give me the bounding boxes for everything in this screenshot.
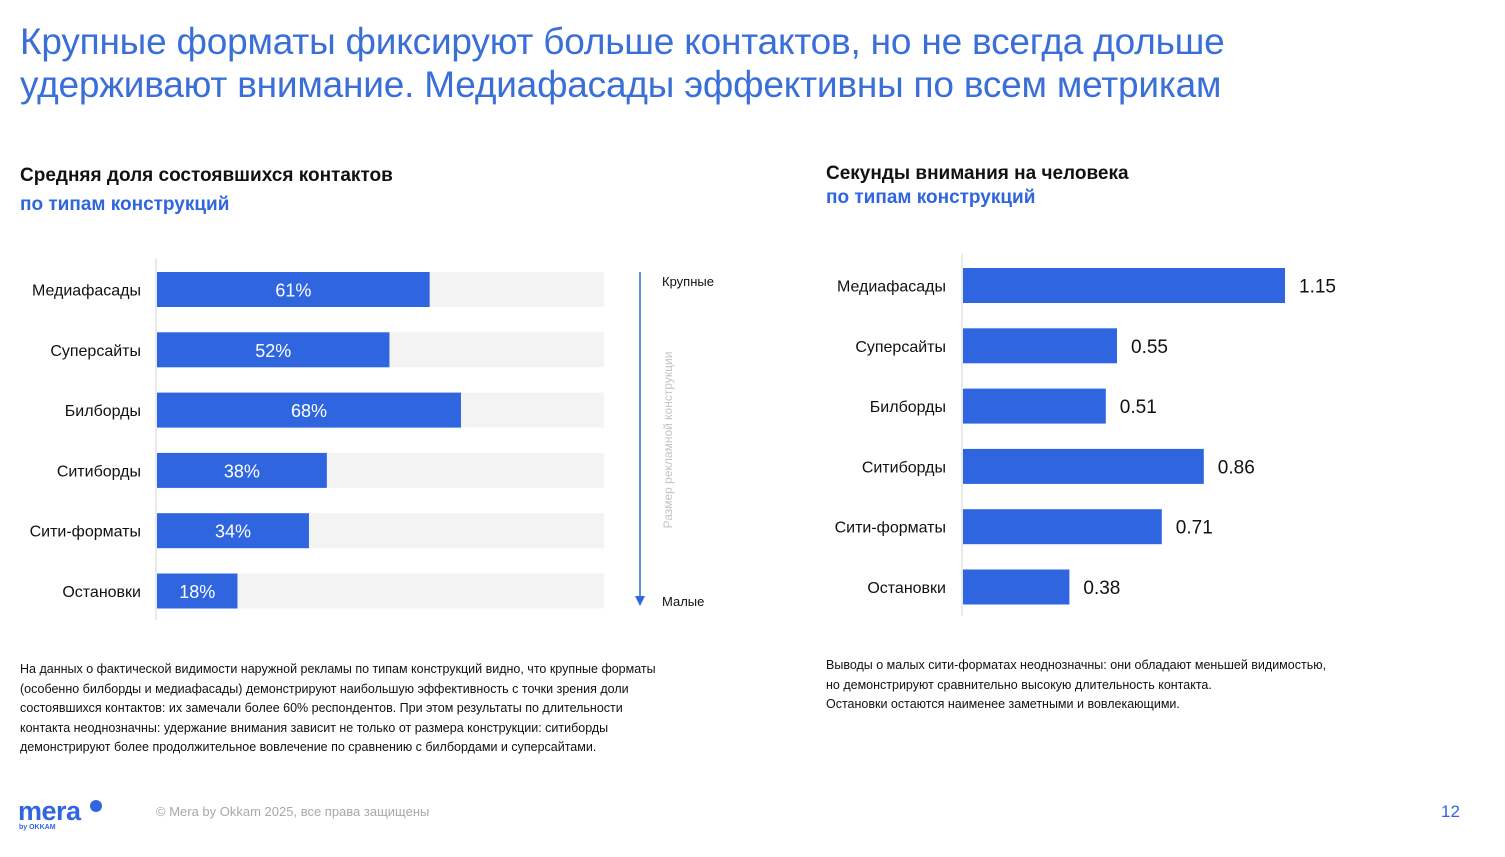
size-axis-vertical-label: Размер рекламной конструкции bbox=[661, 351, 675, 529]
chart-1-title: Средняя доля состоявшихся контактов bbox=[20, 165, 393, 186]
page-number: 12 bbox=[1441, 802, 1460, 821]
chart-2-bar bbox=[963, 569, 1070, 605]
right-note: Выводы о малых сити-форматах неоднозначн… bbox=[826, 656, 1326, 715]
chart-1-category-label: Остановки bbox=[62, 584, 141, 601]
left-note-line: состоявшихся контактов: их замечали боле… bbox=[20, 701, 623, 715]
chart-2-bar bbox=[963, 509, 1162, 545]
left-note-line: (особенно билборды и медиафасады) демонс… bbox=[20, 681, 629, 696]
chart-2-value-label: 0.71 bbox=[1176, 518, 1213, 539]
copyright: © Mera by Okkam 2025, все права защищены bbox=[156, 804, 430, 819]
chart-1-bar bbox=[157, 332, 390, 368]
chart-1-category-label: Ситиборды bbox=[57, 463, 141, 480]
chart-1-bar bbox=[157, 392, 461, 428]
left-note-line: На данных о фактической видимости наружн… bbox=[20, 662, 656, 676]
slide-title-line-2: удерживают внимание. Медиафасады эффекти… bbox=[20, 64, 1222, 105]
chart-1-value-label: 38% bbox=[224, 461, 260, 481]
chart-2-bar bbox=[963, 388, 1106, 424]
right-note-line: Выводы о малых сити-форматах неоднозначн… bbox=[826, 658, 1327, 672]
left-note: На данных о фактической видимости наружн… bbox=[20, 660, 656, 758]
size-axis-top-label: Крупные bbox=[662, 274, 714, 289]
chart-2-bar bbox=[963, 448, 1204, 484]
chart-2-category-label: Билборды bbox=[870, 399, 946, 416]
chart-1-value-label: 18% bbox=[179, 582, 215, 602]
chart-1-category-label: Суперсайты bbox=[50, 343, 141, 360]
size-arrow-head-icon bbox=[635, 596, 645, 606]
chart-1-bar bbox=[157, 452, 327, 488]
left-note-line: демонстрируют более продолжительное вовл… bbox=[20, 740, 597, 754]
size-axis-bottom-label: Малые bbox=[662, 594, 705, 609]
chart-2-bar bbox=[963, 328, 1117, 364]
chart-1-category-label: Медиафасады bbox=[32, 283, 141, 300]
chart-1-subtitle: по типам конструкций bbox=[20, 194, 230, 215]
chart-1-bar bbox=[157, 573, 238, 609]
chart-1-value-label: 34% bbox=[215, 522, 251, 542]
logo-dot-icon bbox=[90, 800, 102, 812]
chart-1-value-label: 61% bbox=[275, 281, 311, 301]
chart-1-category-label: Билборды bbox=[65, 403, 141, 420]
chart-1-value-label: 68% bbox=[291, 401, 327, 421]
right-note-line: Остановки остаются наименее заметными и … bbox=[826, 697, 1180, 711]
chart-2-value-label: 0.51 bbox=[1120, 397, 1157, 418]
chart-2-category-label: Сити-форматы bbox=[835, 520, 946, 537]
chart-2-category-label: Остановки bbox=[867, 580, 946, 597]
chart-2-category-label: Ситиборды bbox=[862, 459, 946, 476]
logo-subtitle: by OKKAM bbox=[19, 824, 56, 831]
chart-1-bar bbox=[157, 272, 430, 307]
chart-2-value-label: 1.15 bbox=[1299, 277, 1336, 298]
left-note-line: контакта неоднозначны: удержание внимани… bbox=[20, 720, 609, 735]
chart-1-value-label: 52% bbox=[255, 341, 291, 361]
chart-2-value-label: 0.86 bbox=[1218, 457, 1255, 478]
chart-2-bar bbox=[963, 268, 1285, 303]
chart-1-category-label: Сити-форматы bbox=[30, 524, 141, 541]
slide-title: Крупные форматы фиксируют больше контакт… bbox=[20, 20, 1460, 106]
mera-logo: mera bbox=[18, 796, 81, 826]
chart-2-value-label: 0.55 bbox=[1131, 337, 1168, 358]
chart-2-value-label: 0.38 bbox=[1083, 578, 1120, 599]
chart-2-subtitle: по типам конструкций bbox=[826, 187, 1036, 208]
chart-2-category-label: Медиафасады bbox=[837, 279, 946, 296]
slide-title-line-1: Крупные форматы фиксируют больше контакт… bbox=[20, 21, 1225, 62]
chart-2-title: Секунды внимания на человека bbox=[826, 163, 1129, 184]
chart-1-bar bbox=[157, 513, 309, 549]
right-note-line: но демонстрируют сравнительно высокую дл… bbox=[826, 677, 1212, 692]
chart-2-category-label: Суперсайты bbox=[855, 339, 946, 356]
